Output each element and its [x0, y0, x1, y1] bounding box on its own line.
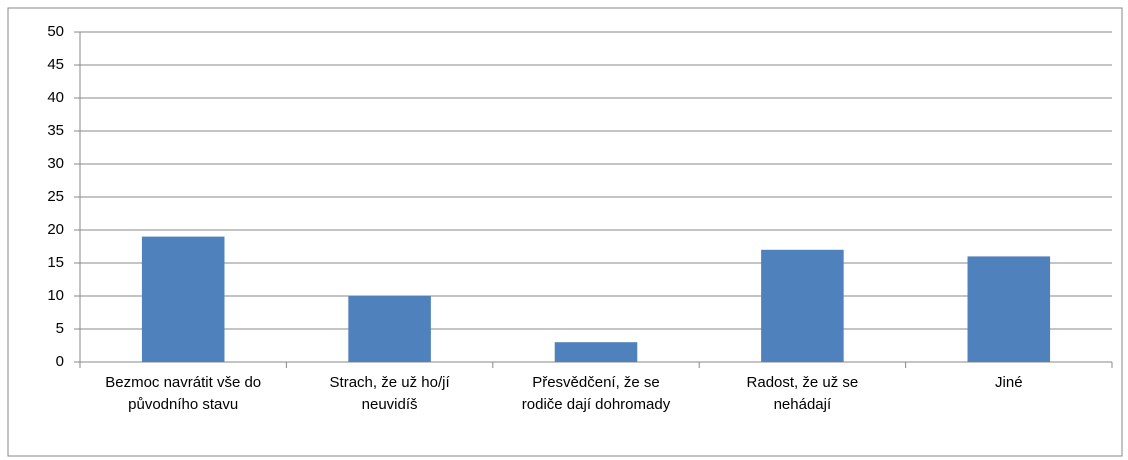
- x-tick-label: Radost, že už se nehádají: [746, 374, 859, 413]
- y-tick-label: 15: [47, 254, 64, 271]
- bar: [348, 296, 431, 362]
- y-tick-label: 45: [47, 56, 64, 73]
- y-tick-label: 35: [47, 122, 64, 139]
- x-tick-label-box: Strach, že už ho/jí neuvidíš: [329, 374, 450, 413]
- x-tick-label: Strach, že už ho/jí neuvidíš: [329, 374, 450, 413]
- y-tick-label: 10: [47, 287, 64, 304]
- bar: [761, 249, 844, 362]
- bar: [967, 256, 1051, 362]
- y-tick-label: 20: [47, 221, 64, 238]
- x-tick-label: Bezmoc navrátit vše do původního stavu: [105, 374, 262, 413]
- bar: [141, 236, 225, 362]
- y-tick-label: 30: [47, 155, 64, 172]
- y-tick-label: 50: [47, 23, 64, 40]
- bar: [554, 342, 638, 362]
- x-tick-label-box: Radost, že už se nehádají: [746, 374, 859, 413]
- y-tick-label: 25: [47, 188, 64, 205]
- y-tick-label: 0: [56, 353, 64, 370]
- x-tick-label: Přesvědčení, že se rodiče dají dohromady: [521, 374, 671, 413]
- x-tick-label-box: Přesvědčení, že se rodiče dají dohromady: [521, 374, 671, 413]
- x-tick-label-box: Jiné: [995, 374, 1023, 391]
- x-tick-label: Jiné: [995, 374, 1023, 391]
- x-tick-label-box: Bezmoc navrátit vše do původního stavu: [105, 374, 262, 413]
- chart-frame: [7, 7, 1123, 457]
- y-tick-label: 40: [47, 89, 64, 106]
- y-tick-label: 5: [56, 320, 64, 337]
